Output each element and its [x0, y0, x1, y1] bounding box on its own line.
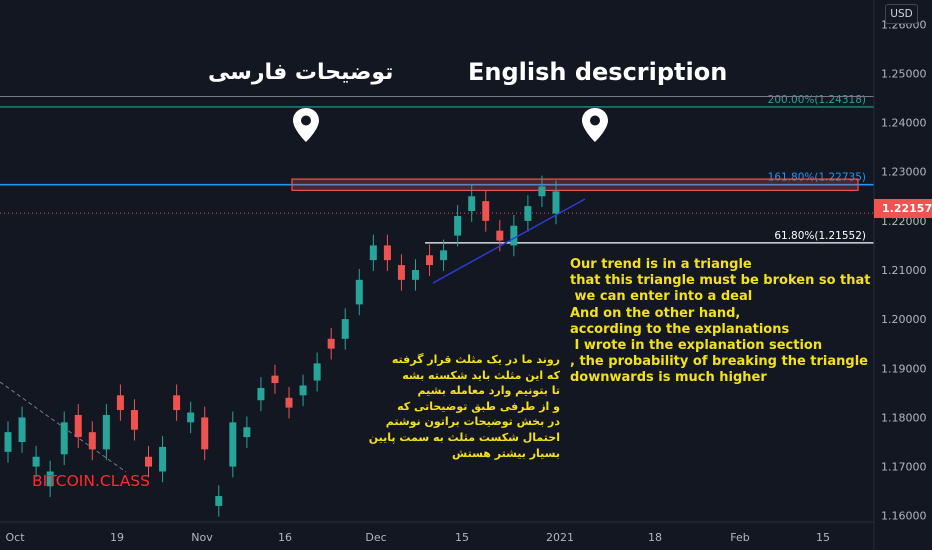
candle-body[interactable] [355, 279, 363, 305]
price-tick-label: 1.18000 [881, 411, 927, 424]
currency-button[interactable]: USD [885, 4, 918, 24]
candle-body[interactable] [159, 446, 167, 472]
candle-body[interactable] [496, 230, 504, 241]
location-pin-icon [293, 108, 319, 142]
candle-body[interactable] [173, 395, 181, 411]
candle-body[interactable] [468, 196, 476, 212]
price-tick-label: 1.21000 [881, 264, 927, 277]
time-tick-label: 2021 [546, 531, 574, 544]
candle-body[interactable] [187, 412, 195, 423]
candle-body[interactable] [130, 410, 138, 430]
candle-body[interactable] [482, 201, 490, 221]
candle-body[interactable] [510, 225, 518, 246]
time-tick-label: Dec [365, 531, 386, 544]
candle-body[interactable] [524, 206, 532, 221]
time-tick-label: 19 [110, 531, 124, 544]
candle-body[interactable] [271, 375, 279, 384]
candle-body[interactable] [88, 432, 96, 450]
price-tick-label: 1.16000 [881, 510, 927, 523]
candle-body[interactable] [341, 319, 349, 339]
candle-body[interactable] [369, 245, 377, 261]
candle-body[interactable] [552, 191, 560, 214]
price-tick-label: 1.17000 [881, 461, 927, 474]
price-tick-label: 1.19000 [881, 362, 927, 375]
candle-body[interactable] [285, 397, 293, 408]
fib-level-label: 161.80%(1.22735) [768, 172, 866, 184]
persian-description-header: توضیحات فارسی [208, 60, 394, 85]
time-tick-label: 15 [816, 531, 830, 544]
persian-analysis-note: روند ما در یک مثلث قرار گرفته که این مثل… [368, 353, 560, 460]
fib-level-label: 200.00%(1.24318) [768, 94, 866, 106]
price-tick-label: 1.23000 [881, 166, 927, 179]
candle-body[interactable] [18, 417, 26, 442]
price-tick-label: 1.22000 [881, 215, 927, 228]
price-tick-label: 1.25000 [881, 67, 927, 80]
candle-body[interactable] [60, 422, 68, 455]
time-tick-label: 16 [278, 531, 292, 544]
candle-body[interactable] [116, 395, 124, 411]
candle-body[interactable] [454, 215, 462, 236]
current-price-label: 1.22157 [874, 199, 932, 218]
time-tick-label: Oct [5, 531, 25, 544]
candle-body[interactable] [46, 471, 54, 487]
candle-body[interactable] [4, 432, 12, 452]
candle-body[interactable] [538, 186, 546, 197]
candle-body[interactable] [243, 427, 251, 438]
candle-body[interactable] [145, 456, 153, 467]
time-tick-label: Nov [191, 531, 213, 544]
price-tick-label: 1.24000 [881, 117, 927, 130]
candle-body[interactable] [327, 338, 335, 349]
plot-area[interactable]: 200.00%(1.24318) 161.80%(1.22735) 61.80%(1… [0, 94, 874, 517]
candle-body[interactable] [257, 387, 265, 401]
support-trend-line[interactable] [432, 198, 586, 284]
candle-body[interactable] [299, 385, 307, 396]
candle-body[interactable] [383, 245, 391, 261]
brand-watermark: BITCOIN.CLASS [32, 472, 150, 490]
candle-body[interactable] [313, 363, 321, 381]
english-description-header: English description [468, 58, 728, 86]
candle-body[interactable] [397, 265, 405, 280]
location-pin-icon [582, 108, 608, 142]
candle-body[interactable] [215, 496, 223, 506]
time-tick-label: Feb [730, 531, 749, 544]
candle-body[interactable] [229, 422, 237, 467]
fib-level-label: 61.80%(1.21552) [774, 230, 866, 242]
time-tick-label: 15 [455, 531, 469, 544]
time-tick-label: 18 [648, 531, 662, 544]
candle-body[interactable] [411, 270, 419, 280]
candle-body[interactable] [440, 250, 448, 261]
resistance-zone[interactable] [291, 178, 859, 191]
candle-body[interactable] [74, 414, 82, 438]
candle-body[interactable] [32, 456, 40, 467]
candle-body[interactable] [426, 255, 434, 266]
candle-body[interactable] [201, 417, 209, 450]
english-analysis-note: Our trend is in a triangle that this tri… [570, 257, 871, 386]
time-axis[interactable]: Oct 19 Nov 16 Dec 15 2021 18 Feb 15 [5, 531, 830, 544]
price-tick-label: 1.20000 [881, 313, 927, 326]
candle-body[interactable] [102, 414, 110, 450]
